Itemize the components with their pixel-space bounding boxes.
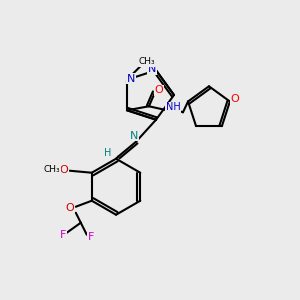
Text: O: O: [230, 94, 239, 104]
Text: H: H: [104, 148, 112, 158]
Text: CH₃: CH₃: [139, 57, 155, 66]
Text: CH₃: CH₃: [44, 165, 60, 174]
Text: F: F: [88, 232, 94, 242]
Text: N: N: [127, 74, 135, 84]
Text: F: F: [60, 230, 66, 240]
Text: N: N: [148, 64, 156, 74]
Text: O: O: [154, 85, 163, 95]
Text: O: O: [65, 203, 74, 213]
Text: N: N: [130, 131, 138, 141]
Text: NH: NH: [166, 102, 180, 112]
Text: O: O: [59, 165, 68, 175]
